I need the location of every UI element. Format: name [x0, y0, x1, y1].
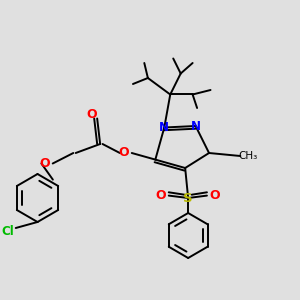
Text: O: O [209, 189, 220, 202]
Text: CH₃: CH₃ [238, 151, 257, 161]
Text: O: O [40, 157, 50, 170]
Text: O: O [119, 146, 129, 160]
Text: N: N [159, 121, 169, 134]
Text: O: O [156, 189, 166, 202]
Text: Cl: Cl [1, 225, 14, 239]
Text: S: S [183, 191, 193, 205]
Text: N: N [190, 119, 201, 133]
Text: O: O [86, 108, 97, 122]
